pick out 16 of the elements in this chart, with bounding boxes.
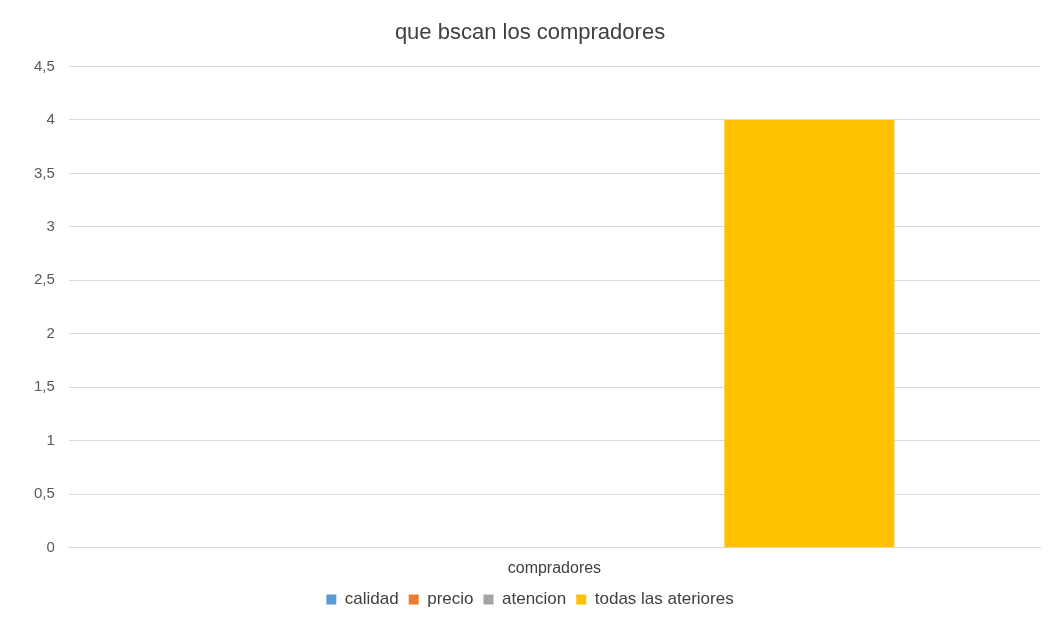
legend-label: atencion (502, 589, 567, 609)
y-tick-label: 0,5 (33, 484, 55, 502)
y-tick-label: 4 (46, 110, 55, 128)
y-tick-label: 1 (46, 430, 55, 448)
y-tick-label: 3,5 (33, 163, 55, 181)
legend-label: todas las ateriores (594, 589, 734, 609)
y-tick-label: 0 (46, 537, 55, 555)
y-tick-label: 1,5 (33, 377, 55, 395)
chart-title: que bscan los compradores (394, 19, 666, 45)
y-tick-label: 4,5 (33, 56, 55, 74)
y-tick-label: 2,5 (33, 270, 55, 288)
y-tick-label: 2 (46, 323, 55, 341)
legend-label: calidad (344, 589, 399, 609)
legend-label: precio (427, 589, 474, 609)
y-tick-label: 3 (46, 217, 55, 235)
x-tick-label: compradores (507, 558, 602, 576)
